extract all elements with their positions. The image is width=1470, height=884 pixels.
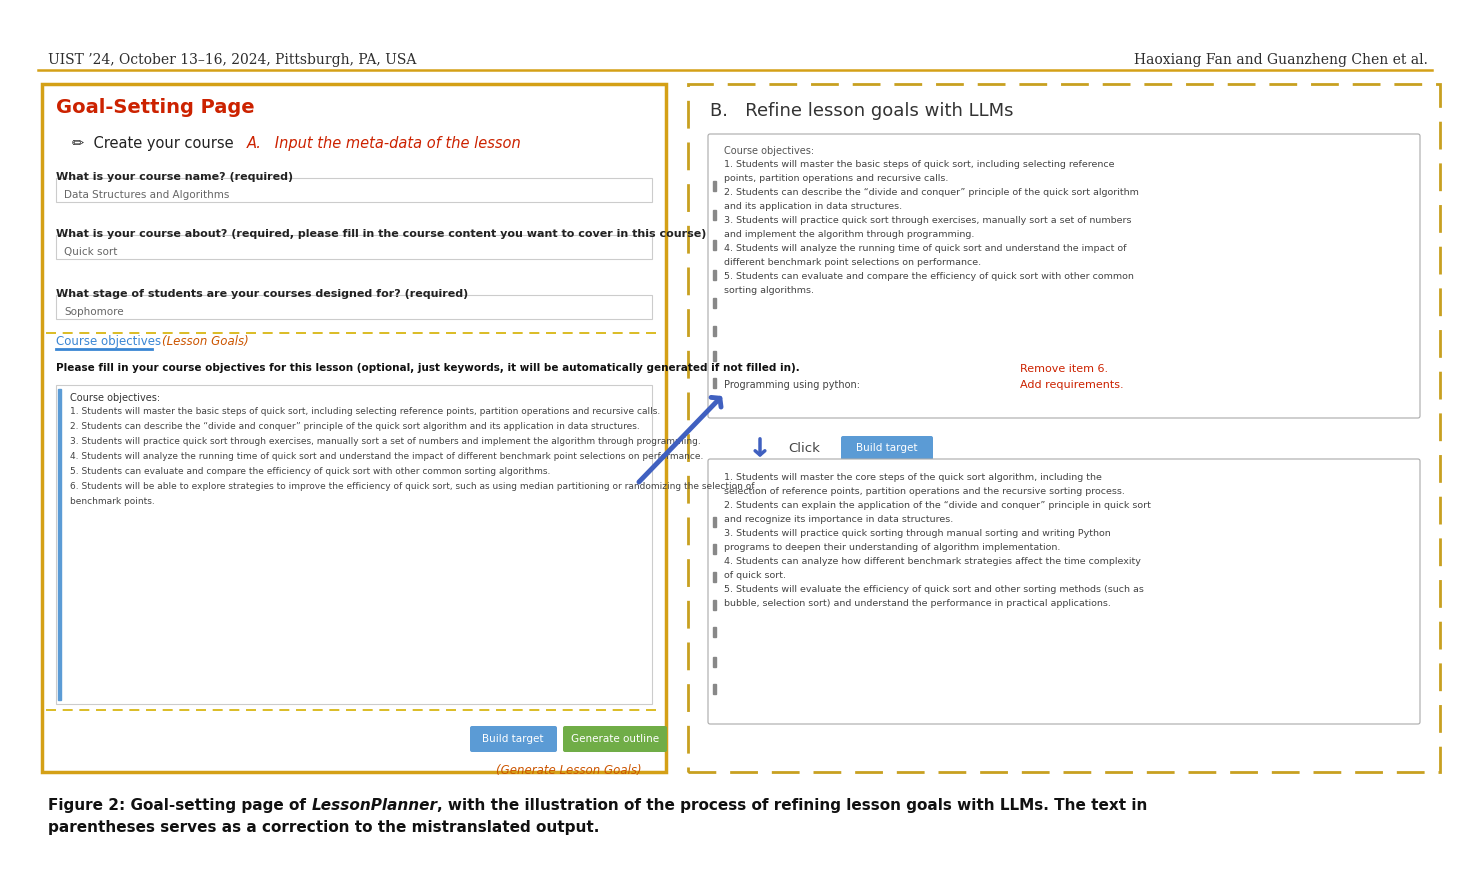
FancyBboxPatch shape bbox=[56, 385, 653, 704]
Bar bbox=[713, 240, 716, 250]
Text: What is your course name? (required): What is your course name? (required) bbox=[56, 172, 293, 182]
Text: Remove item 6.: Remove item 6. bbox=[1020, 364, 1108, 374]
Text: and recognize its importance in data structures.: and recognize its importance in data str… bbox=[725, 515, 953, 524]
FancyBboxPatch shape bbox=[43, 84, 666, 772]
Text: parentheses serves as a correction to the mistranslated output.: parentheses serves as a correction to th… bbox=[49, 820, 600, 835]
Text: ✏  Create your course: ✏ Create your course bbox=[72, 136, 234, 151]
Text: different benchmark point selections on performance.: different benchmark point selections on … bbox=[725, 258, 980, 267]
Text: Quick sort: Quick sort bbox=[65, 247, 118, 257]
Text: 2. Students can explain the application of the “divide and conquer” principle in: 2. Students can explain the application … bbox=[725, 501, 1151, 510]
Text: Figure 2: Goal-setting page of: Figure 2: Goal-setting page of bbox=[49, 798, 312, 813]
Text: 5. Students can evaluate and compare the efficiency of quick sort with other com: 5. Students can evaluate and compare the… bbox=[71, 467, 550, 476]
Text: Programming using python:: Programming using python: bbox=[725, 380, 860, 390]
Text: of quick sort.: of quick sort. bbox=[725, 571, 786, 580]
Text: 6. Students will be able to explore strategies to improve the efficiency of quic: 6. Students will be able to explore stra… bbox=[71, 482, 754, 491]
FancyBboxPatch shape bbox=[709, 134, 1420, 418]
Text: B.   Refine lesson goals with LLMs: B. Refine lesson goals with LLMs bbox=[710, 102, 1013, 120]
FancyBboxPatch shape bbox=[841, 436, 933, 460]
FancyBboxPatch shape bbox=[470, 726, 557, 752]
Text: and its application in data structures.: and its application in data structures. bbox=[725, 202, 903, 211]
Bar bbox=[713, 600, 716, 610]
Text: Build target: Build target bbox=[482, 734, 544, 744]
Text: 2. Students can describe the “divide and conquer” principle of the quick sort al: 2. Students can describe the “divide and… bbox=[71, 422, 639, 431]
Text: Generate outline: Generate outline bbox=[570, 734, 659, 744]
Bar bbox=[713, 684, 716, 694]
Bar bbox=[713, 351, 716, 361]
Text: programs to deepen their understanding of algorithm implementation.: programs to deepen their understanding o… bbox=[725, 543, 1060, 552]
Text: A.   Input the meta-data of the lesson: A. Input the meta-data of the lesson bbox=[247, 136, 522, 151]
Text: 4. Students can analyze how different benchmark strategies affect the time compl: 4. Students can analyze how different be… bbox=[725, 557, 1141, 566]
Bar bbox=[713, 298, 716, 308]
Text: 3. Students will practice quick sort through exercises, manually sort a set of n: 3. Students will practice quick sort thr… bbox=[725, 216, 1132, 225]
Bar bbox=[713, 270, 716, 280]
Text: 5. Students can evaluate and compare the efficiency of quick sort with other com: 5. Students can evaluate and compare the… bbox=[725, 272, 1133, 281]
FancyBboxPatch shape bbox=[56, 235, 653, 259]
Text: Please fill in your course objectives for this lesson (optional, just keywords, : Please fill in your course objectives fo… bbox=[56, 363, 800, 373]
Bar bbox=[713, 326, 716, 336]
Bar bbox=[713, 210, 716, 220]
Text: Haoxiang Fan and Guanzheng Chen et al.: Haoxiang Fan and Guanzheng Chen et al. bbox=[1135, 53, 1427, 67]
Text: 1. Students will master the basic steps of quick sort, including selecting refer: 1. Students will master the basic steps … bbox=[71, 407, 660, 416]
Text: What stage of students are your courses designed for? (required): What stage of students are your courses … bbox=[56, 289, 469, 299]
Text: sorting algorithms.: sorting algorithms. bbox=[725, 286, 814, 295]
Text: UIST ’24, October 13–16, 2024, Pittsburgh, PA, USA: UIST ’24, October 13–16, 2024, Pittsburg… bbox=[49, 53, 416, 67]
Bar bbox=[713, 657, 716, 667]
Text: LessonPlanner: LessonPlanner bbox=[312, 798, 437, 813]
FancyBboxPatch shape bbox=[709, 459, 1420, 724]
Text: 2. Students can describe the “divide and conquer” principle of the quick sort al: 2. Students can describe the “divide and… bbox=[725, 188, 1139, 197]
Text: points, partition operations and recursive calls.: points, partition operations and recursi… bbox=[725, 174, 948, 183]
Bar bbox=[713, 378, 716, 388]
Text: , with the illustration of the process of refining lesson goals with LLMs. The t: , with the illustration of the process o… bbox=[437, 798, 1148, 813]
Bar bbox=[713, 572, 716, 582]
Bar bbox=[57, 389, 60, 700]
Text: and implement the algorithm through programming.: and implement the algorithm through prog… bbox=[725, 230, 975, 239]
Text: Course objectives: Course objectives bbox=[56, 335, 162, 348]
Text: Course objectives:: Course objectives: bbox=[725, 146, 814, 156]
Text: 5. Students will evaluate the efficiency of quick sort and other sorting methods: 5. Students will evaluate the efficiency… bbox=[725, 585, 1144, 594]
FancyBboxPatch shape bbox=[56, 295, 653, 319]
Text: benchmark points.: benchmark points. bbox=[71, 497, 154, 506]
Text: Build target: Build target bbox=[856, 443, 917, 453]
Text: Add requirements.: Add requirements. bbox=[1020, 380, 1123, 390]
Text: 4. Students will analyze the running time of quick sort and understand the impac: 4. Students will analyze the running tim… bbox=[725, 244, 1126, 253]
Text: (Lesson Goals): (Lesson Goals) bbox=[162, 335, 248, 348]
Text: Click: Click bbox=[788, 441, 820, 454]
Bar bbox=[713, 181, 716, 191]
Text: Course objectives:: Course objectives: bbox=[71, 393, 160, 403]
Text: 4. Students will analyze the running time of quick sort and understand the impac: 4. Students will analyze the running tim… bbox=[71, 452, 703, 461]
FancyBboxPatch shape bbox=[563, 726, 667, 752]
Text: Sophomore: Sophomore bbox=[65, 307, 123, 317]
Text: 3. Students will practice quick sort through exercises, manually sort a set of n: 3. Students will practice quick sort thr… bbox=[71, 437, 701, 446]
Text: 1. Students will master the core steps of the quick sort algorithm, including th: 1. Students will master the core steps o… bbox=[725, 473, 1102, 482]
Text: 1. Students will master the basic steps of quick sort, including selecting refer: 1. Students will master the basic steps … bbox=[725, 160, 1114, 169]
Text: bubble, selection sort) and understand the performance in practical applications: bubble, selection sort) and understand t… bbox=[725, 599, 1111, 608]
Text: selection of reference points, partition operations and the recursive sorting pr: selection of reference points, partition… bbox=[725, 487, 1125, 496]
Text: Goal-Setting Page: Goal-Setting Page bbox=[56, 98, 254, 117]
Text: 3. Students will practice quick sorting through manual sorting and writing Pytho: 3. Students will practice quick sorting … bbox=[725, 529, 1111, 538]
Bar bbox=[713, 627, 716, 637]
Text: What is your course about? (required, please fill in the course content you want: What is your course about? (required, pl… bbox=[56, 229, 707, 239]
FancyBboxPatch shape bbox=[688, 84, 1441, 772]
Bar bbox=[713, 517, 716, 527]
FancyBboxPatch shape bbox=[56, 178, 653, 202]
Bar bbox=[713, 544, 716, 554]
Text: (Generate Lesson Goals): (Generate Lesson Goals) bbox=[497, 764, 642, 777]
Text: Data Structures and Algorithms: Data Structures and Algorithms bbox=[65, 190, 229, 200]
